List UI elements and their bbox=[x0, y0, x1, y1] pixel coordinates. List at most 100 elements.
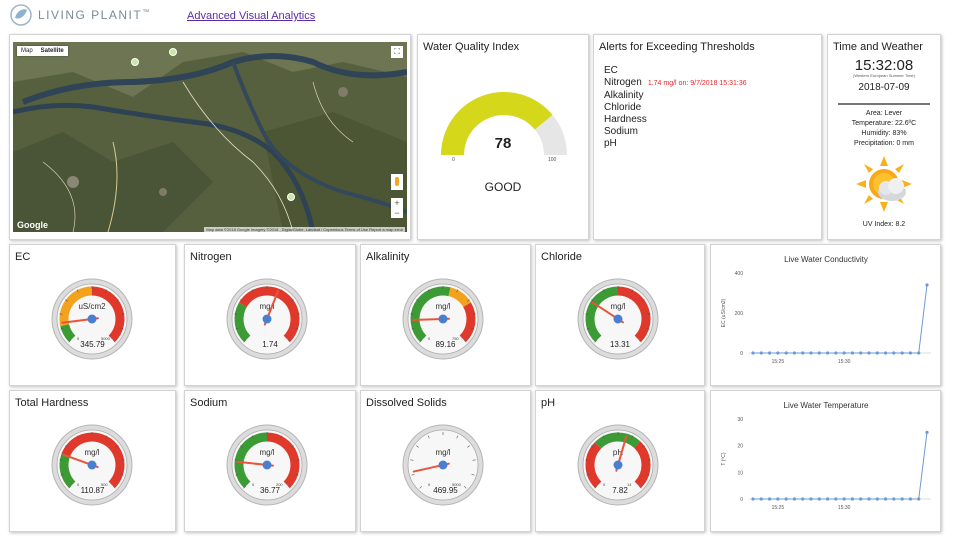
sensor-pin[interactable] bbox=[131, 58, 139, 66]
dissolved-solids-gauge: mg/l 0 5000 bbox=[402, 424, 484, 506]
data-point bbox=[850, 351, 855, 355]
gauge-hub bbox=[87, 460, 97, 470]
gauge-min-label: 0 bbox=[77, 336, 80, 341]
gauge-band bbox=[60, 323, 76, 342]
gauge-hub bbox=[613, 314, 623, 324]
gauge-hub bbox=[438, 460, 448, 470]
gauge-tick bbox=[288, 340, 291, 343]
wqi-value: 78 bbox=[494, 135, 512, 152]
gauge-tick bbox=[642, 445, 645, 448]
map-panel: Map Satellite ⛶ + − Google Map data ©201… bbox=[9, 34, 411, 240]
fullscreen-icon[interactable]: ⛶ bbox=[391, 46, 403, 58]
zoom-out-button[interactable]: − bbox=[394, 208, 400, 218]
map-tab[interactable]: Map bbox=[21, 48, 33, 54]
panel-title: Time and Weather bbox=[833, 41, 923, 53]
gauge-tick bbox=[419, 340, 422, 343]
gauge-value: 469.95 bbox=[433, 486, 458, 495]
gauge-tick bbox=[467, 445, 470, 448]
data-point bbox=[751, 497, 755, 501]
gauge-tick bbox=[280, 435, 283, 439]
data-point bbox=[908, 351, 913, 355]
gauge-tick bbox=[427, 435, 430, 439]
satellite-map[interactable]: Map Satellite ⛶ + − Google Map data ©201… bbox=[13, 42, 407, 232]
data-point bbox=[776, 497, 780, 501]
gauge-min-label: 0 bbox=[252, 482, 255, 487]
gauge-max-label: 750 bbox=[452, 336, 459, 341]
gauge-tick bbox=[295, 327, 299, 330]
panel-title: Water Quality Index bbox=[423, 41, 520, 53]
ph-gauge: pH 0 14 bbox=[577, 424, 659, 506]
gauge-tick bbox=[639, 486, 642, 489]
gauge-band bbox=[239, 286, 300, 342]
x-tick-label: 15:25 bbox=[772, 359, 785, 365]
advanced-visual-analytics-link[interactable]: Advanced Visual Analytics bbox=[187, 10, 316, 22]
zoom-in-button[interactable]: + bbox=[394, 198, 400, 208]
gauge-tick bbox=[65, 299, 68, 302]
gauge-value: 36.77 bbox=[259, 486, 281, 495]
gauge-tick bbox=[639, 340, 642, 343]
gauge-tick bbox=[646, 327, 650, 330]
x-tick-label: 15:25 bbox=[772, 505, 785, 511]
wqi-min-label: 0 bbox=[452, 157, 455, 163]
street-view-pegman-icon[interactable] bbox=[391, 174, 403, 190]
gauge-tick bbox=[116, 299, 119, 302]
gauge-band bbox=[633, 441, 651, 488]
gauge-value: 89.16 bbox=[435, 340, 456, 349]
gauge-tick bbox=[113, 340, 116, 343]
gauge-tick bbox=[631, 289, 634, 293]
data-point bbox=[784, 497, 788, 501]
gauge-tick bbox=[631, 435, 634, 439]
data-point bbox=[834, 497, 838, 501]
gauge-value: 13.31 bbox=[609, 340, 631, 349]
gauge-tick bbox=[240, 299, 243, 302]
data-point bbox=[892, 351, 896, 355]
data-point bbox=[842, 497, 846, 501]
gauge-tick bbox=[591, 299, 594, 302]
alert-item: pH bbox=[604, 138, 617, 149]
gauge-tick bbox=[120, 327, 124, 330]
satellite-tab[interactable]: Satellite bbox=[40, 48, 64, 54]
data-point bbox=[859, 497, 863, 501]
gauge-tick bbox=[411, 473, 415, 476]
alert-item: EC bbox=[604, 65, 618, 76]
brand-logo[interactable]: LIVING PLANIT™ bbox=[10, 4, 151, 26]
gauge-tick bbox=[427, 289, 430, 293]
conductivity-chart-panel: Live Water Conductivity EC (uS/cm2) 0 200 40… bbox=[710, 244, 941, 386]
gauge-tick bbox=[456, 435, 459, 439]
panel-title: Nitrogen bbox=[190, 251, 232, 263]
data-point bbox=[801, 497, 805, 501]
gauge-panel-dissolved-solids: Dissolved Solids mg/l 0 5000 469.95 bbox=[360, 390, 531, 532]
wqi-gauge bbox=[441, 92, 567, 155]
gauge-tick bbox=[76, 435, 79, 439]
temperature-line-chart: Live Water Temperature T (ºC) 0 10 20 30 15:25… bbox=[721, 401, 931, 511]
gauge-tick bbox=[416, 299, 419, 302]
header: LIVING PLANIT™ Advanced Visual Analytics bbox=[0, 0, 956, 32]
data-point bbox=[801, 351, 805, 355]
map-credits[interactable]: Map data ©2018 Google Imagery ©2018 , Di… bbox=[204, 227, 405, 232]
data-point bbox=[834, 351, 838, 355]
gauge-tick bbox=[291, 299, 294, 302]
gauge-unit: mg/l bbox=[610, 302, 625, 311]
gauge-tick bbox=[291, 445, 294, 448]
gauge-max-label: 14 bbox=[627, 482, 632, 487]
gauge-tick bbox=[243, 486, 246, 489]
data-point bbox=[917, 497, 921, 501]
alkalinity-gauge: mg/l 0 750 bbox=[402, 278, 484, 360]
data-point bbox=[850, 497, 855, 501]
y-tick-label: 0 bbox=[740, 497, 743, 503]
gauge-value: 110.87 bbox=[80, 486, 105, 495]
y-tick-label: 200 bbox=[735, 311, 744, 317]
gauge-max-label: 5000 bbox=[101, 336, 111, 341]
wqi-gauge-fill bbox=[441, 92, 553, 155]
map-type-toggle: Map Satellite bbox=[17, 46, 68, 56]
sensor-pin[interactable] bbox=[287, 193, 295, 201]
gauge-panel-nitrogen: Nitrogen mg/l 1.74 bbox=[184, 244, 356, 386]
sensor-pin[interactable] bbox=[169, 48, 177, 56]
gauge-band bbox=[459, 302, 476, 342]
alert-item: Alkalinity bbox=[604, 90, 644, 101]
alert-item: Sodium bbox=[604, 126, 638, 137]
data-point bbox=[867, 497, 871, 501]
series-line bbox=[753, 284, 928, 354]
gauge-band bbox=[234, 302, 251, 342]
data-point bbox=[809, 351, 813, 355]
